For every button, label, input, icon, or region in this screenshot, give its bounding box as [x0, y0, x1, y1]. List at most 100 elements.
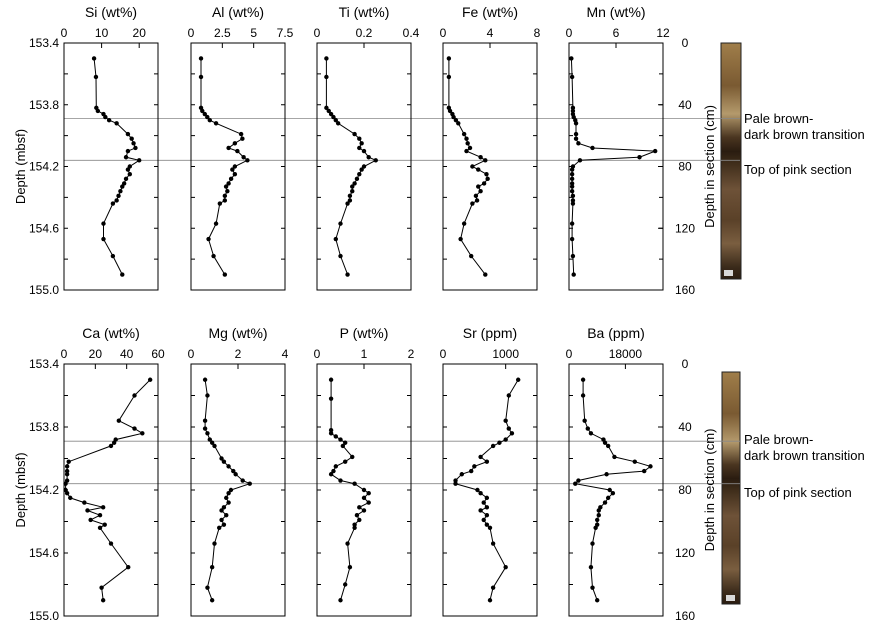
y2-tick-label-1-1: 40 [678, 420, 692, 434]
y2-tick-label-0-1: 40 [678, 98, 692, 112]
data-point-0-3-18 [485, 176, 490, 182]
panel-frame-1-3 [442, 363, 538, 617]
data-point-0-2-13 [366, 155, 371, 160]
data-point-1-2-2 [328, 427, 334, 433]
data-point-0-1-18 [228, 176, 234, 182]
core-scale-label-top [724, 270, 733, 276]
data-point-1-0-4 [140, 431, 145, 436]
y2-tick-label-1-4: 160 [675, 609, 695, 623]
data-point-1-4-8 [612, 454, 617, 460]
data-point-0-2-12 [361, 148, 367, 154]
data-point-1-0-15 [64, 490, 70, 496]
data-point-1-2-20 [361, 508, 367, 513]
data-point-0-0-6 [106, 117, 112, 123]
data-point-0-3-25 [461, 221, 467, 226]
y-tick-label-1-0: 153.4 [29, 357, 59, 371]
data-point-1-2-0 [328, 377, 334, 382]
data-point-0-1-14 [245, 158, 250, 163]
data-point-1-2-15 [361, 487, 367, 493]
y-tick-label-1-3: 154.6 [29, 546, 59, 560]
data-point-1-2-10 [333, 464, 338, 469]
series-line-0-4 [570, 58, 656, 275]
data-point-0-2-25 [338, 221, 343, 226]
data-point-1-1-8 [219, 456, 224, 461]
data-point-0-0-13 [123, 155, 129, 160]
x-tick-label-0-3-1: 4 [487, 26, 494, 40]
data-point-1-3-27 [490, 585, 496, 590]
x-tick-label-0-2-2: 0.4 [403, 26, 420, 40]
data-point-1-4-24 [593, 525, 598, 530]
data-point-1-2-28 [338, 598, 343, 603]
series-line-0-1 [200, 58, 249, 275]
data-point-0-3-17 [484, 172, 489, 177]
data-point-1-0-8 [66, 459, 71, 464]
x-tick-label-0-1-0: 0 [188, 26, 195, 40]
data-point-0-3-21 [478, 189, 483, 194]
data-point-1-3-5 [503, 437, 508, 442]
x-tick-label-1-3-1: 1000 [492, 347, 519, 361]
data-point-1-1-26 [209, 564, 215, 570]
data-point-0-3-9 [464, 136, 469, 141]
data-point-0-2-17 [357, 172, 362, 177]
data-point-0-0-8 [125, 131, 131, 137]
data-point-1-1-0 [202, 377, 208, 382]
data-point-1-3-18 [481, 500, 486, 505]
core-photo-top [720, 42, 742, 280]
data-point-0-3-10 [465, 141, 470, 146]
data-point-1-2-5 [338, 437, 343, 442]
data-point-1-0-0 [147, 377, 153, 382]
data-point-0-1-0 [198, 56, 204, 61]
data-point-1-1-7 [212, 443, 217, 449]
data-point-0-3-1 [446, 74, 452, 80]
data-point-0-1-20 [223, 184, 229, 189]
data-point-1-4-6 [602, 440, 608, 445]
data-point-0-3-14 [483, 158, 488, 163]
data-point-0-2-6 [333, 117, 338, 123]
data-point-0-4-24 [570, 201, 576, 206]
data-point-1-0-2 [116, 418, 122, 423]
y-tick-label-0-3: 154.6 [29, 221, 59, 235]
series-line-0-3 [448, 58, 489, 275]
data-point-1-3-22 [481, 517, 486, 523]
data-point-1-0-26 [99, 585, 104, 590]
data-point-1-1-22 [219, 517, 224, 523]
data-point-1-1-19 [221, 505, 227, 510]
data-point-0-1-7 [213, 121, 219, 126]
data-point-0-2-26 [333, 236, 338, 242]
data-point-1-0-13 [63, 481, 68, 486]
data-point-0-2-14 [373, 158, 378, 163]
y-tick-label-0-0: 153.4 [29, 36, 59, 50]
data-point-1-0-9 [64, 464, 70, 469]
y2-tick-label-1-0: 0 [682, 357, 689, 371]
data-point-1-2-23 [352, 522, 357, 527]
panel-title-0-1: Al (wt%) [212, 4, 264, 20]
annotations-top: Pale brown- dark brown transition Top of… [744, 111, 865, 177]
data-point-0-4-20 [569, 184, 575, 189]
data-point-1-4-11 [642, 468, 647, 474]
data-point-0-1-10 [232, 141, 238, 146]
data-point-1-1-3 [202, 426, 208, 431]
data-point-0-3-15 [470, 164, 475, 169]
data-point-1-1-12 [233, 472, 238, 477]
data-point-0-1-24 [217, 201, 223, 206]
data-point-1-4-26 [588, 564, 594, 570]
x-tick-label-0-1-3: 7.5 [277, 26, 294, 40]
data-point-0-0-20 [120, 184, 125, 189]
data-point-0-0-17 [127, 172, 132, 177]
y2-tick-label-0-0: 0 [682, 36, 689, 50]
y-tick-label-0-2: 154.2 [29, 160, 59, 174]
data-point-0-0-7 [114, 121, 119, 126]
data-point-0-2-8 [352, 131, 357, 137]
y-axis-label-1: Depth (mbsf) [13, 452, 28, 527]
x-tick-label-1-4-0: 0 [566, 347, 573, 361]
data-point-1-3-11 [469, 468, 474, 474]
data-point-0-1-17 [232, 172, 238, 177]
x-tick-label-1-1-0: 0 [188, 347, 195, 361]
data-point-1-2-1 [328, 396, 334, 401]
series-line-1-0 [65, 379, 151, 601]
data-point-1-1-11 [231, 468, 236, 474]
y-tick-label-0-1: 153.8 [29, 98, 59, 112]
data-point-0-4-1 [569, 74, 575, 80]
data-point-1-3-8 [478, 454, 483, 460]
